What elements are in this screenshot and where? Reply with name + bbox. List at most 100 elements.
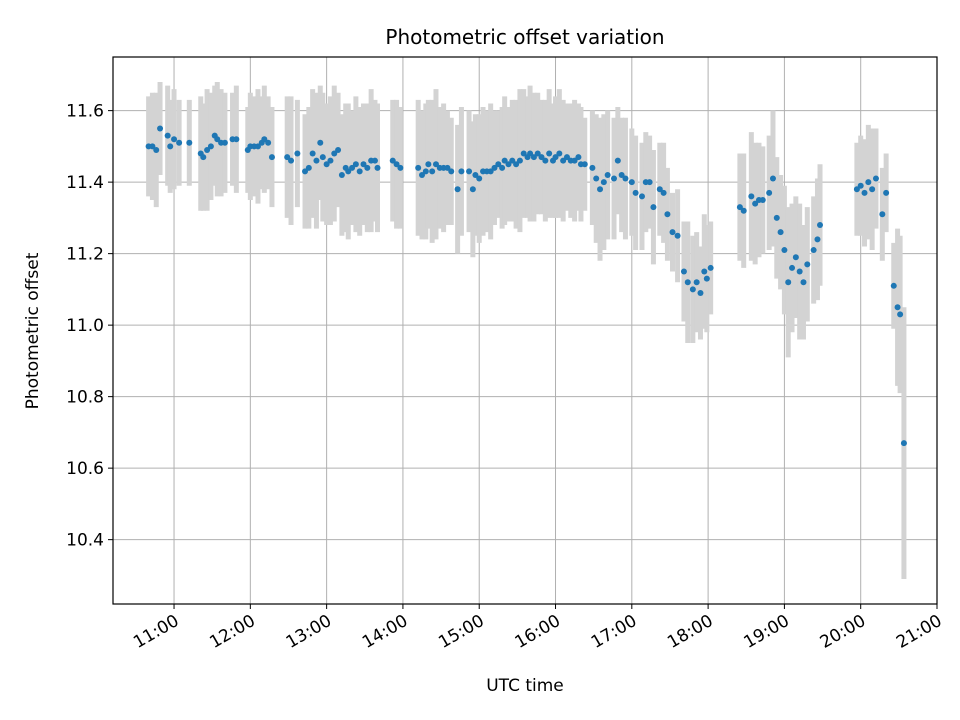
data-point <box>415 164 422 171</box>
data-point <box>865 179 872 186</box>
data-point <box>632 189 639 196</box>
y-tick-label: 11.4 <box>66 173 104 193</box>
data-point <box>752 200 759 207</box>
data-point <box>319 154 326 161</box>
data-point <box>900 440 907 447</box>
data-point <box>660 189 667 196</box>
data-point <box>335 146 342 153</box>
data-point <box>800 279 807 286</box>
data-point <box>214 136 221 143</box>
x-tick-label: 12:00 <box>206 611 258 653</box>
data-point <box>759 197 766 204</box>
data-point <box>487 168 494 175</box>
data-point <box>254 143 261 150</box>
data-point <box>393 161 400 168</box>
data-point <box>680 268 687 275</box>
data-point <box>429 168 436 175</box>
data-point <box>628 179 635 186</box>
data-point <box>419 171 425 178</box>
data-point <box>164 132 171 139</box>
data-point <box>693 279 700 286</box>
data-point <box>861 189 868 196</box>
data-point <box>796 268 803 275</box>
data-point <box>534 150 541 157</box>
data-point <box>614 157 621 164</box>
data-point <box>817 222 824 229</box>
data-point <box>501 157 508 164</box>
x-tick-label: 11:00 <box>130 611 182 653</box>
y-tick-label: 11.6 <box>66 102 104 122</box>
data-point <box>546 150 553 157</box>
data-point <box>444 164 451 171</box>
data-point <box>432 161 439 168</box>
data-point <box>748 193 755 200</box>
data-point <box>261 136 268 143</box>
data-point <box>469 186 476 193</box>
data-point <box>157 125 164 132</box>
data-points <box>145 125 907 447</box>
data-point <box>618 171 625 178</box>
y-tick-label: 11.2 <box>66 245 104 265</box>
data-point <box>773 214 780 221</box>
data-point <box>781 247 788 254</box>
data-point <box>638 193 645 200</box>
data-point <box>338 171 345 178</box>
data-point <box>769 175 776 182</box>
data-point <box>581 161 588 168</box>
data-point <box>186 139 193 146</box>
y-tick-label: 10.6 <box>66 459 104 479</box>
data-point <box>516 157 523 164</box>
data-point <box>883 189 890 196</box>
data-point <box>785 279 792 286</box>
data-point <box>207 143 214 150</box>
data-point <box>327 157 334 164</box>
data-point <box>288 157 295 164</box>
data-point <box>542 157 549 164</box>
data-point <box>897 311 904 318</box>
data-point <box>265 139 272 146</box>
data-point <box>448 168 455 175</box>
data-point <box>669 229 676 236</box>
data-point <box>153 146 160 153</box>
data-point <box>689 286 696 293</box>
data-point <box>345 168 352 175</box>
x-tick-label: 20:00 <box>817 611 869 653</box>
data-point <box>804 261 811 268</box>
x-tick-label: 18:00 <box>664 611 716 653</box>
data-point <box>171 136 178 143</box>
data-point <box>814 236 821 243</box>
data-point <box>589 164 596 171</box>
data-point <box>176 139 183 146</box>
data-point <box>425 161 432 168</box>
data-point <box>563 154 570 161</box>
data-point <box>389 157 396 164</box>
data-point <box>149 143 156 150</box>
data-point <box>233 136 240 143</box>
data-point <box>575 154 582 161</box>
data-point <box>371 157 378 164</box>
data-point <box>684 279 691 286</box>
data-point <box>422 168 429 175</box>
x-tick-label: 13:00 <box>283 611 335 653</box>
data-point <box>707 264 714 271</box>
data-point <box>552 154 559 161</box>
data-point <box>646 179 653 186</box>
x-tick-label: 17:00 <box>588 611 640 653</box>
x-axis: 11:00 12:00 13:00 14:00 15:00 16:00 17:00 18:00… <box>130 604 946 653</box>
data-point <box>527 150 534 157</box>
data-point <box>323 161 330 168</box>
data-point <box>268 154 275 161</box>
data-point <box>374 164 381 171</box>
data-point <box>810 247 817 254</box>
data-point <box>221 139 228 146</box>
data-point <box>872 175 879 182</box>
data-point <box>200 154 207 161</box>
x-tick-label: 19:00 <box>740 611 792 653</box>
data-point <box>513 161 520 168</box>
data-point <box>869 186 876 193</box>
data-point <box>560 157 567 164</box>
data-point <box>792 254 799 261</box>
data-point <box>204 146 211 153</box>
data-point <box>777 229 784 236</box>
